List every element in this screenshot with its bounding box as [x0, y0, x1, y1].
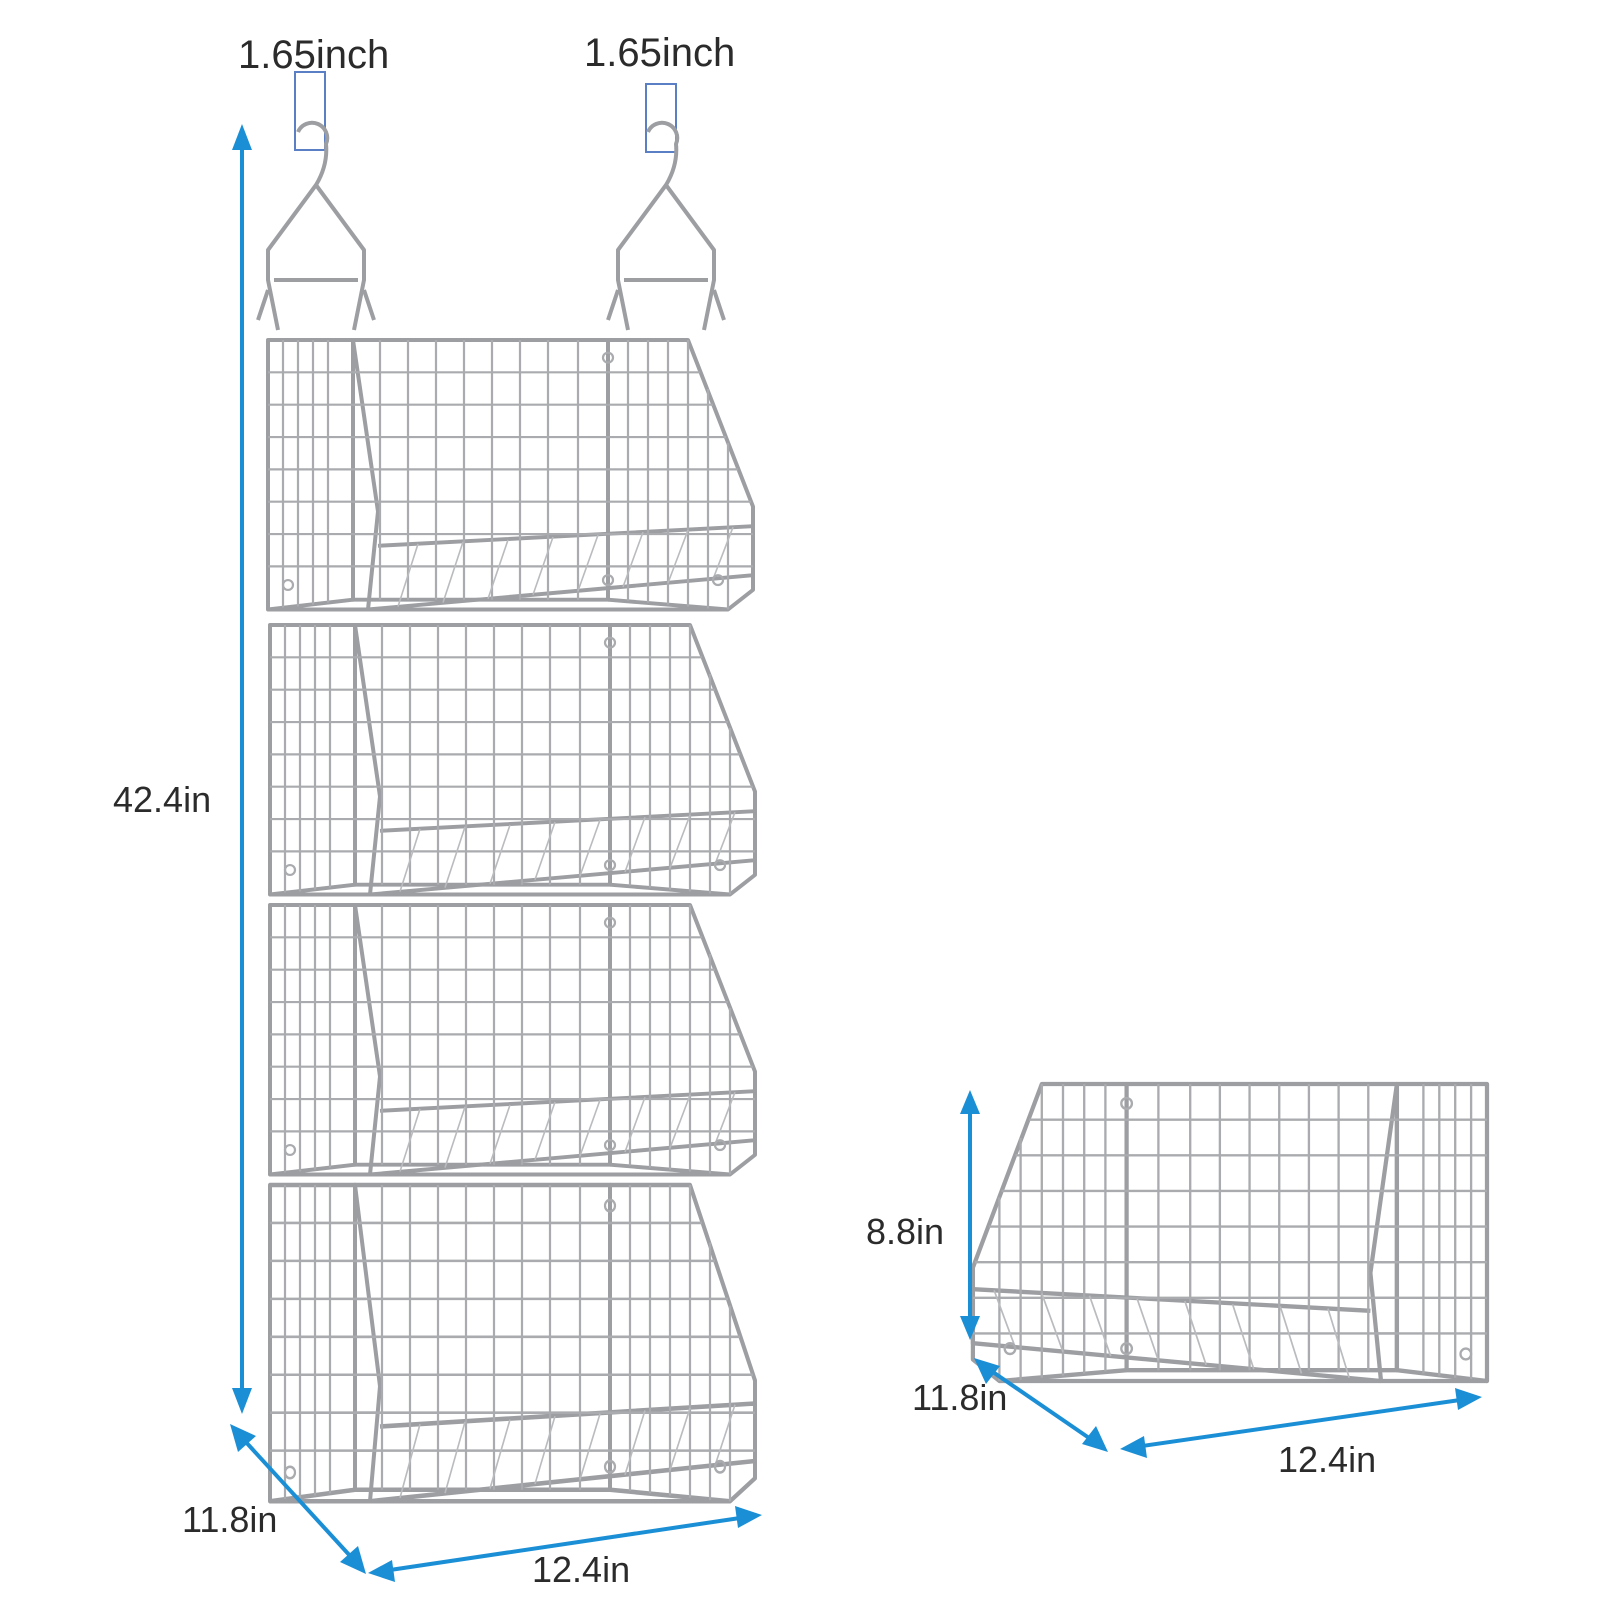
single-depth-arrow — [974, 1358, 1108, 1452]
hook-left-marker — [294, 71, 326, 151]
hook-right-marker — [645, 83, 677, 153]
tower-depth-arrow — [230, 1424, 366, 1574]
hanging-basket-tower: 1.65inch 1.65inch 42.4in 11.8in 12.4in — [113, 31, 762, 1590]
tower-height-arrow — [232, 124, 252, 1414]
single-width-arrow — [1120, 1388, 1482, 1458]
tower-width-arrow — [368, 1506, 762, 1582]
single-width-label: 12.4in — [1278, 1439, 1376, 1480]
single-basket — [973, 1084, 1487, 1381]
tower-height-label: 42.4in — [113, 779, 211, 820]
tower-width-label: 12.4in — [532, 1549, 630, 1590]
hook-right-label: 1.65inch — [584, 31, 735, 75]
basket-2 — [268, 623, 757, 897]
basket-3 — [268, 903, 757, 1177]
single-height-label: 8.8in — [866, 1211, 944, 1252]
hanger-left — [256, 120, 376, 333]
tower-depth-label: 11.8in — [182, 1499, 277, 1540]
basket-1 — [266, 338, 755, 612]
single-depth-label: 11.8in — [912, 1377, 1007, 1418]
basket-4 — [270, 1185, 755, 1501]
single-basket-view: 8.8in 11.8in 12.4in — [866, 1084, 1487, 1480]
hanger-right — [606, 120, 726, 333]
hook-left-label: 1.65inch — [238, 33, 389, 77]
single-height-arrow — [960, 1090, 980, 1340]
